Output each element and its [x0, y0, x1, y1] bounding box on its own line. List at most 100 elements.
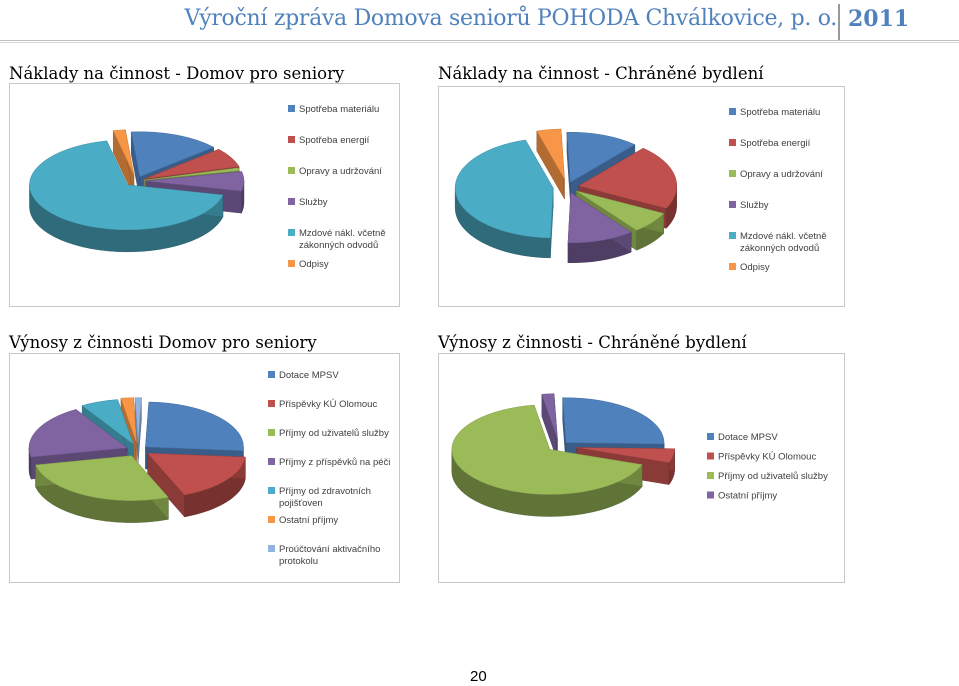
chart-costs-sheltered: Spotřeba materiálu Spotřeba energií Opravy… — [438, 86, 845, 307]
legend-label: pojišťoven — [279, 498, 323, 509]
chart-title-revenue-home: Výnosy z činnosti Domov pro seniory — [9, 333, 317, 352]
legend-item-spotreba-materialu: Spotřeba materiálu — [288, 104, 379, 115]
legend-label: Služby — [740, 200, 769, 211]
legend-label: Mzdové nákl. včetně — [740, 231, 827, 242]
legend-label: Spotřeba materiálu — [740, 107, 820, 118]
legend-label: Opravy a udržování — [299, 166, 382, 177]
legend-swatch — [288, 229, 295, 236]
pie-slice-ostatni-prijmy — [541, 393, 558, 461]
legend-swatch — [729, 201, 736, 208]
legend-swatch — [288, 136, 295, 143]
chart-legend: Spotřeba materiálu Spotřeba energií Opravy… — [729, 107, 827, 273]
legend-item-odpisy: Odpisy — [288, 259, 329, 270]
pie-slice-mzdove-nakl-vcetne-zakonnych-odvodu — [29, 140, 224, 253]
legend-label: zákonných odvodů — [299, 240, 378, 251]
pie-slice-sluzby — [567, 192, 632, 263]
header-separator — [838, 4, 840, 40]
legend-label: zákonných odvodů — [740, 243, 819, 254]
legend-swatch — [288, 167, 295, 174]
header-divider-secondary — [0, 42, 959, 43]
pie-slice-prijmy-od-uzivatelu-sluzby — [35, 455, 169, 523]
legend-item-opravy-a-udrzovani: Opravy a udržování — [288, 166, 382, 177]
legend-label: Spotřeba energií — [299, 135, 370, 146]
pie-chart-costs-sheltered: Spotřeba materiálu Spotřeba energií Opravy… — [454, 107, 827, 273]
legend-swatch — [729, 170, 736, 177]
legend-label: Spotřeba energií — [740, 138, 811, 149]
legend-item-dotace-mpsv: Dotace MPSV — [268, 370, 339, 381]
pie-slice-prispevky-ku-olomouc — [147, 452, 246, 518]
legend-label: Příjmy od uživatelů služby — [279, 428, 389, 439]
legend-label: Dotace MPSV — [718, 432, 778, 443]
legend-label: Odpisy — [299, 259, 329, 270]
legend-item-prispevky-ku-olomouc: Příspěvky KÚ Olomouc — [707, 452, 816, 463]
legend-label: Proúčtování aktivačního — [279, 544, 380, 555]
chart-title-costs-home: Náklady na činnost - Domov pro seniory — [9, 64, 345, 83]
legend-swatch — [268, 458, 275, 465]
legend-swatch — [268, 400, 275, 407]
legend-label: Odpisy — [740, 262, 770, 273]
legend-label: Dotace MPSV — [279, 370, 339, 381]
legend-swatch — [729, 139, 736, 146]
pie-slice-mzdove-nakl-vcetne-zakonnych-odvodu — [454, 139, 554, 259]
legend-swatch — [268, 371, 275, 378]
legend-item-spotreba-energii: Spotřeba energií — [288, 135, 370, 146]
legend-item-ostatni-prijmy: Ostatní příjmy — [268, 515, 338, 526]
pie-slice-prouctovani-aktivacniho-protokolu — [134, 397, 142, 465]
chart-legend: Dotace MPSV Příspěvky KÚ Olomouc Příjmy od… — [707, 432, 828, 502]
legend-item-prispevky-ku-olomouc: Příspěvky KÚ Olomouc — [268, 399, 377, 410]
chart-legend: Dotace MPSV Příspěvky KÚ Olomouc Příjmy od… — [268, 370, 390, 567]
legend-swatch — [268, 516, 275, 523]
legend-label: Opravy a udržování — [740, 169, 823, 180]
legend-item-sluzby: Služby — [288, 197, 328, 208]
pie-slice-odpisy — [536, 128, 565, 200]
report-title: Výroční zpráva Domova seniorů POHODA Chv… — [184, 6, 838, 31]
legend-item-sluzby: Služby — [729, 200, 769, 211]
legend-item-prijmy-od-uzivatelu-sluzby: Příjmy od uživatelů služby — [268, 428, 389, 439]
pie-chart-costs-home: Spotřeba materiálu Spotřeba energií Opravy… — [29, 104, 386, 270]
legend-label: protokolu — [279, 556, 318, 567]
legend-label: Mzdové nákl. včetně — [299, 228, 386, 239]
legend-item-prijmy-z-prispevku-na-peci: Příjmy z příspěvků na péči — [268, 457, 390, 468]
legend-swatch — [288, 260, 295, 267]
legend-label: Příjmy od uživatelů služby — [718, 471, 828, 482]
report-year: 2011 — [848, 6, 910, 32]
chart-revenue-home: Dotace MPSV Příspěvky KÚ Olomouc Příjmy od… — [9, 353, 400, 583]
pie-chart-revenue-home: Dotace MPSV Příspěvky KÚ Olomouc Příjmy od… — [28, 370, 390, 567]
chart-costs-home: Spotřeba materiálu Spotřeba energií Opravy… — [9, 83, 400, 307]
chart-title-revenue-sheltered: Výnosy z činnosti - Chráněné bydlení — [438, 333, 747, 352]
legend-label: Příspěvky KÚ Olomouc — [279, 399, 377, 410]
legend-label: Příjmy od zdravotních — [279, 486, 371, 497]
legend-item-odpisy: Odpisy — [729, 262, 770, 273]
header-divider — [0, 40, 959, 41]
legend-item-spotreba-materialu: Spotřeba materiálu — [729, 107, 820, 118]
page-header: Výroční zpráva Domova seniorů POHODA Chv… — [0, 0, 959, 43]
legend-swatch — [729, 263, 736, 270]
pie-slice-prijmy-od-uzivatelu-sluzby — [451, 404, 643, 517]
legend-item-opravy-a-udrzovani: Opravy a udržování — [729, 169, 823, 180]
pie-slice-odpisy — [112, 129, 135, 197]
legend-item-ostatni-prijmy: Ostatní příjmy — [707, 491, 777, 502]
legend-swatch — [288, 105, 295, 112]
page-number: 20 — [470, 668, 487, 685]
legend-label: Spotřeba materiálu — [299, 104, 379, 115]
legend-swatch — [707, 433, 714, 440]
legend-swatch — [707, 452, 714, 460]
legend-swatch — [268, 487, 275, 494]
chart-revenue-sheltered: Dotace MPSV Příspěvky KÚ Olomouc Příjmy od… — [438, 353, 845, 583]
legend-label: Služby — [299, 197, 328, 208]
legend-label: Příjmy z příspěvků na péči — [279, 457, 390, 468]
legend-item-prijmy-od-uzivatelu-sluzby: Příjmy od uživatelů služby — [707, 471, 828, 482]
legend-swatch — [268, 429, 275, 436]
pie-chart-revenue-sheltered: Dotace MPSV Příspěvky KÚ Olomouc Příjmy od… — [451, 393, 828, 517]
legend-item-spotreba-energii: Spotřeba energií — [729, 138, 811, 149]
legend-label: Ostatní příjmy — [279, 515, 338, 526]
legend-item-dotace-mpsv: Dotace MPSV — [707, 432, 778, 443]
legend-swatch — [707, 491, 714, 499]
legend-swatch — [729, 232, 736, 239]
legend-swatch — [288, 198, 295, 205]
legend-label: Ostatní příjmy — [718, 491, 777, 502]
